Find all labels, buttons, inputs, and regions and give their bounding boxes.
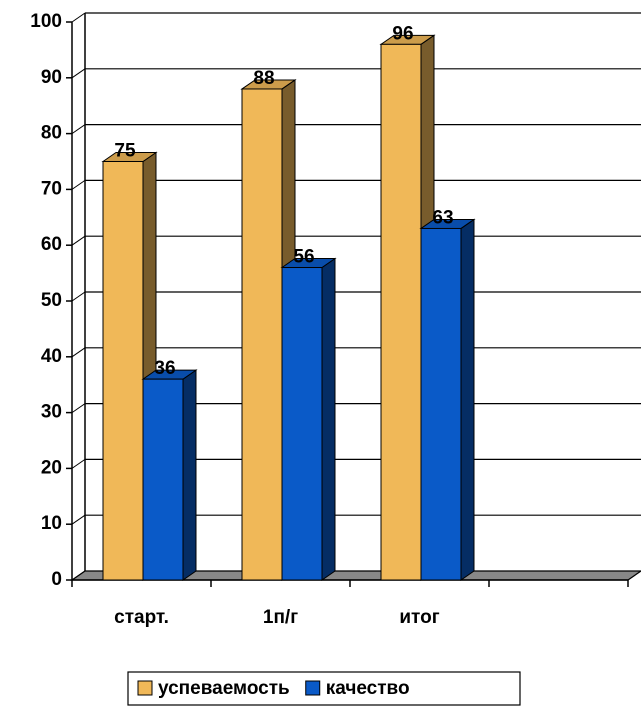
legend-label: успеваемость [158, 678, 290, 699]
bar [141, 369, 198, 581]
bar-front [420, 227, 462, 581]
y-depth-line [71, 12, 86, 23]
x-tick-label: старт. [114, 607, 169, 628]
y-tick-label: 50 [41, 290, 62, 311]
legend-label: качество [326, 678, 410, 699]
bar-front [281, 267, 323, 581]
y-depth-line [71, 235, 86, 246]
y-depth-line [71, 403, 86, 414]
bar-side [460, 218, 475, 581]
legend-swatch [137, 680, 153, 696]
y-tick-label: 10 [41, 513, 62, 534]
y-tick-label: 30 [41, 402, 62, 423]
y-depth-line [71, 291, 86, 302]
y-depth-line [71, 458, 86, 469]
bar-side [321, 257, 336, 581]
y-tick-label: 60 [41, 234, 62, 255]
data-label: 88 [253, 68, 274, 89]
y-depth-line [71, 68, 86, 79]
y-depth-line [71, 179, 86, 190]
y-depth-line [71, 570, 86, 581]
bar [280, 257, 337, 581]
data-label: 75 [114, 141, 136, 162]
data-label: 56 [293, 247, 314, 268]
y-tick-label: 90 [41, 67, 62, 88]
bar [419, 218, 476, 581]
y-tick-label: 20 [41, 457, 62, 478]
y-tick-label: 70 [41, 178, 62, 199]
y-tick-label: 0 [51, 569, 62, 590]
bar-front [142, 378, 184, 581]
data-label: 63 [432, 207, 453, 228]
data-label: 36 [154, 358, 175, 379]
bar-side [182, 369, 197, 581]
x-tick-label: 1п/г [263, 607, 298, 628]
data-label: 96 [392, 23, 413, 44]
y-depth-line [71, 514, 86, 525]
bar-front [380, 43, 422, 581]
legend-box [127, 671, 521, 706]
y-depth-line [71, 347, 86, 358]
y-depth-line [71, 124, 86, 135]
y-tick-label: 80 [41, 123, 62, 144]
y-tick-label: 100 [30, 11, 62, 32]
y-tick-label: 40 [41, 346, 62, 367]
bar-front [241, 88, 283, 581]
bar-front [102, 161, 144, 581]
x-tick-label: итог [399, 607, 439, 628]
legend-swatch [305, 680, 321, 696]
